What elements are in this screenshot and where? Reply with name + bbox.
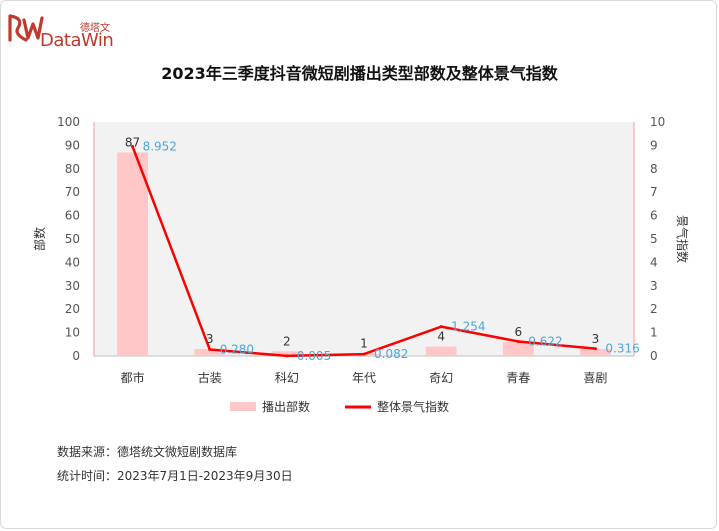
y-tick-left: 40 [65,255,80,269]
bar-value-label: 2 [283,334,291,348]
bar [117,152,148,356]
bar [194,348,226,356]
y-tick-left: 80 [65,162,80,176]
stat-period-note: 统计时间：2023年7月1日-2023年9月30日 [57,469,293,483]
line-point [131,145,135,149]
y-tick-left: 50 [65,232,80,246]
y-tick-right: 9 [650,138,658,152]
bar-value-label: 3 [592,332,600,346]
line-value-label: 0.622 [528,334,562,348]
line-value-label: 0.280 [220,342,254,356]
x-tick-label: 青春 [506,371,530,385]
y-tick-left: 90 [65,138,80,152]
line-point [285,354,289,358]
y-tick-left: 100 [57,115,80,129]
line-value-label: 0.005 [297,349,331,363]
x-tick-label: 科幻 [275,371,299,385]
bar-value-label: 4 [437,330,445,344]
y-tick-right: 4 [650,255,658,269]
y-tick-left: 30 [65,279,80,293]
data-source-note: 数据来源：德塔统文微短剧数据库 [57,445,238,459]
bar-value-label: 6 [514,325,522,339]
bar-value-label: 87 [125,135,140,149]
y-tick-left: 70 [65,185,80,199]
x-tick-label: 年代 [352,371,376,385]
line-point [439,325,443,329]
line-value-label: 0.316 [605,342,639,356]
bar [502,341,534,356]
y-tick-left: 60 [65,209,80,223]
y-tick-left: 20 [65,302,80,316]
y-tick-right: 8 [650,162,658,176]
y-axis-label-right: 景气指数 [675,215,690,263]
logo-mark-icon [8,14,44,42]
chart-title: 2023年三季度抖音微短剧播出类型部数及整体景气指数 [161,64,558,83]
y-tick-left: 10 [65,326,80,340]
line-point [593,347,597,351]
bar-value-label: 3 [206,332,214,346]
y-tick-right: 10 [650,115,665,129]
legend-label-line: 整体景气指数 [377,399,449,414]
bar-value-label: 1 [360,337,368,351]
line-value-label: 0.082 [374,347,408,361]
y-tick-right: 1 [650,326,658,340]
logo-text-cn: 德塔文 [80,23,110,34]
line-value-label: 1.254 [451,320,485,334]
bar [580,348,611,356]
x-tick-label: 古装 [198,370,222,385]
y-tick-right: 0 [650,349,658,363]
x-tick-label: 都市 [121,370,145,385]
bar [425,346,457,356]
y-tick-left: 0 [72,349,80,363]
y-tick-right: 6 [650,209,658,223]
legend-label-bar: 播出部数 [262,399,310,414]
line-point [516,339,520,343]
y-axis-label-left: 部数 [32,227,47,251]
legend-swatch-bar [230,402,256,411]
datawin-logo: 德塔文 DataWin [6,8,126,51]
bar [271,351,303,356]
line-point [208,347,212,351]
y-tick-right: 5 [650,232,658,246]
line-value-label: 8.952 [143,140,177,154]
x-tick-label: 喜剧 [583,371,607,385]
plot-area [94,122,634,356]
y-tick-right: 7 [650,185,658,199]
y-tick-right: 2 [650,302,658,316]
logo-text-en: DataWin [40,30,114,51]
x-tick-label: 奇幻 [429,371,453,385]
line-point [362,352,366,356]
y-tick-right: 3 [650,279,658,293]
